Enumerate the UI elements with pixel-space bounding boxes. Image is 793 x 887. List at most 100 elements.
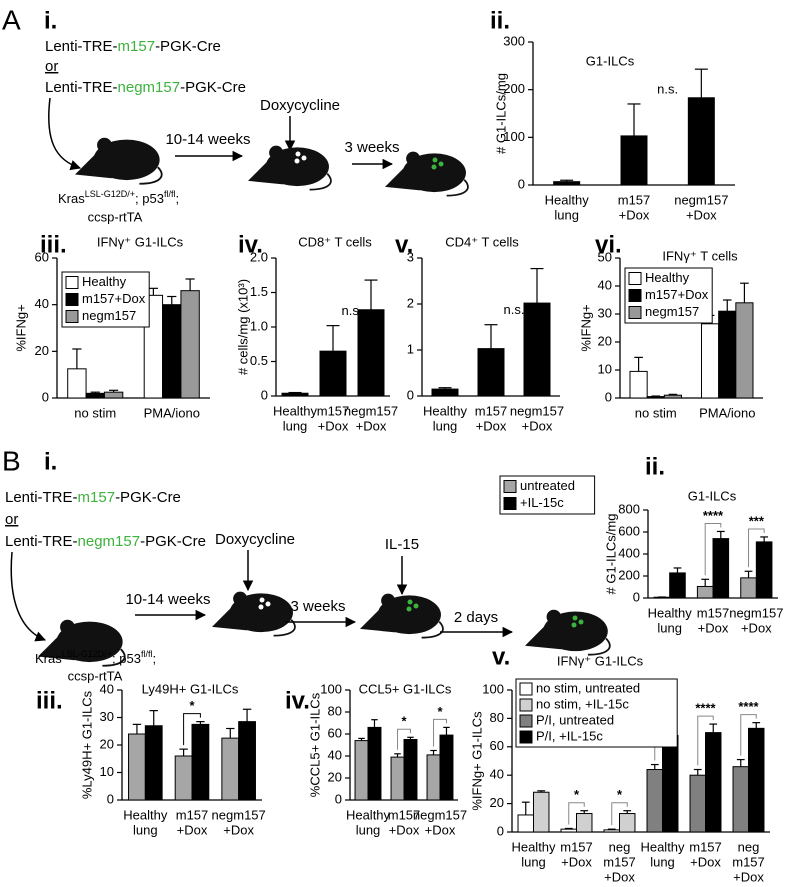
significance-label: * (617, 787, 623, 802)
x-tick-label: m157 (603, 854, 636, 869)
legend-label: Healthy (645, 270, 690, 285)
x-tick-label: lung (657, 620, 682, 635)
genotype: KrasLSL-G12D/+; p53fl/fl; (35, 649, 156, 666)
x-tick-label: Healthy (123, 807, 168, 822)
construct: Lenti-TRE-m157-PGK-Cre (5, 489, 181, 506)
bar (431, 388, 459, 397)
bar (162, 304, 182, 399)
genotype-part: fl/fl (141, 649, 153, 659)
significance-bracket (748, 528, 765, 568)
y-tick-label: 80 (490, 710, 504, 725)
genotype-part: Kras (35, 651, 62, 666)
genotype: KrasLSL-G12D/+; p53fl/fl; (58, 189, 179, 206)
x-tick-label: PMA/iono (699, 405, 755, 420)
genotype-part: fl/fl (164, 189, 176, 199)
y-tick-label: 0 (42, 389, 49, 404)
legend-label: P/I, +IL-15c (536, 728, 603, 743)
y-tick-label: 1.5 (250, 284, 268, 299)
step-label: 2 days (454, 609, 498, 626)
genotype-part: ; (175, 191, 179, 206)
x-tick-label: +Dox (223, 822, 254, 837)
x-tick-label: +Dox (741, 620, 772, 635)
construct-part: negm157 (118, 79, 181, 96)
bar (735, 302, 754, 399)
x-tick-label: Healthy (545, 192, 590, 207)
y-tick-label: 0 (335, 791, 342, 806)
significance-label: *** (749, 513, 765, 528)
significance-label: * (574, 787, 580, 802)
x-tick-label: Healthy (648, 605, 693, 620)
significance-bracket (433, 718, 447, 747)
x-tick-label: negm157 (413, 807, 467, 822)
bar (705, 732, 722, 833)
x-tick-label: +Dox (686, 207, 717, 222)
legend-swatch (65, 310, 79, 323)
significance-bracket (611, 802, 628, 826)
y-axis-label: %IFNg+ G1-ILCs (469, 711, 484, 811)
y-tick-label: 200 (503, 81, 525, 96)
construct-part: m157 (118, 38, 156, 55)
x-tick-label: m157 (732, 854, 765, 869)
legend-label: Healthy (82, 274, 127, 289)
x-tick-label: m157 (560, 839, 593, 854)
x-tick-label: +Dox (604, 869, 635, 884)
bar (128, 733, 146, 801)
chart-title: IFNγ⁺ T cells (662, 248, 738, 263)
x-tick-label: +Dox (425, 822, 456, 837)
bar (523, 302, 551, 397)
legend-label: P/I, untreated (536, 712, 614, 727)
bar (533, 791, 550, 833)
x-tick-label: negm157 (510, 403, 564, 418)
bar (662, 734, 679, 833)
genotype: ccsp-rtTA (88, 209, 143, 224)
y-tick-label: 0 (407, 387, 414, 402)
chart-title: CCL5+ G1-ILCs (359, 681, 452, 696)
construct-part: -PGK-Cre (115, 489, 181, 506)
chart-title: G1-ILCs (586, 53, 635, 68)
legend-swatch (65, 276, 79, 289)
bar (103, 391, 124, 399)
mouse (360, 592, 444, 639)
y-tick-label: 0 (633, 589, 640, 604)
step-label: 3 weeks (290, 598, 345, 615)
panel-number: iv. (238, 231, 263, 258)
panel-letter: B (2, 445, 21, 476)
y-tick-label: 60 (328, 725, 342, 740)
y-tick-label: 800 (618, 501, 640, 516)
construct-part: -PGK-Cre (155, 38, 221, 55)
bar (646, 396, 665, 399)
bar (357, 309, 385, 397)
legend-swatch (519, 714, 533, 728)
significance-label: n.s. (657, 81, 678, 96)
bar (85, 392, 105, 399)
y-tick-label: 1 (407, 341, 414, 356)
construct-part: Lenti-TRE- (5, 533, 78, 550)
bar (689, 774, 707, 833)
panel-number: i. (44, 7, 57, 34)
construct-part: Lenti-TRE- (45, 79, 118, 96)
y-tick-label: 100 (320, 681, 342, 696)
bar (221, 737, 240, 801)
legend-swatch (503, 480, 517, 493)
bar (687, 97, 715, 186)
x-tick-label: Healthy (346, 807, 391, 822)
significance-bracket (697, 715, 714, 766)
y-tick-label: 50 (598, 249, 612, 264)
panel-letter: A (2, 4, 21, 35)
step-label: 10-14 weeks (125, 591, 210, 608)
bar (560, 828, 578, 833)
panel-number: ii. (645, 453, 665, 480)
y-tick-label: 2 (407, 295, 414, 310)
legend-swatch (628, 289, 642, 302)
bar (629, 370, 648, 399)
y-tick-label: 10 (100, 764, 114, 779)
x-tick-label: negm157 (729, 605, 783, 620)
y-tick-label: 20 (598, 333, 612, 348)
y-axis-label: %IFNg+ (13, 304, 28, 351)
chart-title: G1-ILCs (688, 488, 737, 503)
x-tick-label: Healthy (273, 403, 318, 418)
bar (67, 368, 87, 399)
bar (718, 310, 737, 399)
mouse (248, 144, 332, 191)
